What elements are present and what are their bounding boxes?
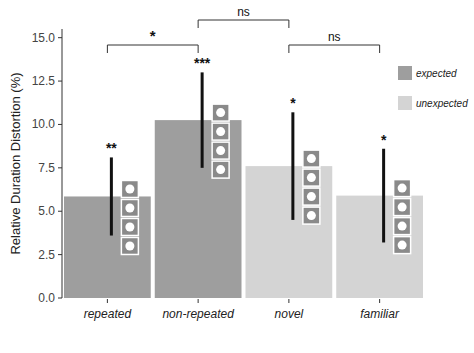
comparison-bracket: * <box>107 27 198 53</box>
significance-label: ** <box>106 140 117 156</box>
x-tick <box>379 299 380 303</box>
icon-dot <box>398 203 407 212</box>
y-tick-label: 15.0 <box>32 31 56 45</box>
y-tick <box>58 254 62 255</box>
icon-square <box>212 123 229 140</box>
sequence-icon <box>394 180 411 254</box>
x-tick-label: non-repeated <box>162 307 234 321</box>
y-tick-label: 7.5 <box>38 161 55 175</box>
icon-square <box>121 218 138 235</box>
icon-square <box>212 161 229 178</box>
comparison-label: * <box>150 27 156 44</box>
y-tick-label: 5.0 <box>38 204 55 218</box>
legend-swatch <box>398 96 412 110</box>
icon-square <box>303 169 320 186</box>
icon-dot <box>125 222 134 231</box>
y-tick-label: 10.0 <box>32 117 56 131</box>
icon-square <box>394 199 411 216</box>
bracket-line <box>289 45 380 53</box>
icon-square <box>303 207 320 224</box>
error-bar <box>201 72 204 167</box>
y-axis-line <box>62 29 63 298</box>
icon-dot <box>125 203 134 212</box>
bar <box>155 120 242 298</box>
comparison-label: ns <box>237 5 250 19</box>
legend-label: unexpected <box>416 98 468 109</box>
icon-square <box>394 180 411 197</box>
comparison-label: ns <box>328 30 341 44</box>
y-tick-label: 12.5 <box>32 74 56 88</box>
y-tick <box>58 211 62 212</box>
sequence-icon <box>303 150 320 224</box>
icon-square <box>212 104 229 121</box>
icon-square <box>303 150 320 167</box>
icon-dot <box>398 241 407 250</box>
icon-dot <box>216 127 225 136</box>
bar <box>64 196 151 298</box>
significance-label: *** <box>194 55 211 71</box>
icon-square <box>121 180 138 197</box>
icon-square <box>121 237 138 254</box>
bar <box>246 166 333 298</box>
y-tick <box>58 167 62 168</box>
icon-square <box>303 188 320 205</box>
chart: 0.0 2.5 5.0 7.5 10.0 12.5 15.0 Relative Duratio… <box>0 0 474 353</box>
icon-square <box>394 237 411 254</box>
icon-dot <box>307 192 316 201</box>
y-tick <box>58 124 62 125</box>
x-tick-label: repeated <box>84 307 132 321</box>
x-tick <box>107 299 108 303</box>
x-axis: repeated non-repeated novel familiar <box>84 299 400 321</box>
icon-square <box>121 199 138 216</box>
significance-label: * <box>381 132 387 148</box>
y-tick <box>58 81 62 82</box>
error-bar <box>382 149 385 243</box>
icon-dot <box>125 184 134 193</box>
icon-dot <box>307 173 316 182</box>
sequence-icon <box>212 104 229 178</box>
icon-square <box>212 142 229 159</box>
legend-swatch <box>398 66 412 80</box>
x-tick <box>288 299 289 303</box>
bracket-line <box>198 20 289 28</box>
error-bar <box>110 157 113 235</box>
x-tick-label: novel <box>275 307 304 321</box>
plot-area <box>64 72 423 298</box>
icon-dot <box>216 146 225 155</box>
bracket-line <box>107 45 198 53</box>
y-tick <box>58 298 62 299</box>
significance-label: * <box>290 95 296 111</box>
y-axis: 0.0 2.5 5.0 7.5 10.0 12.5 15.0 <box>32 29 62 305</box>
sequence-icon <box>121 180 138 254</box>
legend-label: expected <box>416 68 457 79</box>
error-bar <box>291 112 294 220</box>
legend: expected unexpected <box>398 66 468 110</box>
comparison-bracket: ns <box>289 30 380 53</box>
icon-dot <box>398 184 407 193</box>
x-tick-label: familiar <box>360 307 400 321</box>
icon-dot <box>216 165 225 174</box>
bar <box>336 196 423 298</box>
y-tick <box>58 37 62 38</box>
icon-dot <box>398 222 407 231</box>
x-tick <box>198 299 199 303</box>
y-tick-label: 2.5 <box>38 248 55 262</box>
icon-dot <box>307 154 316 163</box>
icon-dot <box>125 241 134 250</box>
comparison-bracket: ns <box>198 5 289 28</box>
y-axis-title: Relative Duration Distortion (%) <box>8 72 23 254</box>
icon-square <box>394 218 411 235</box>
icon-dot <box>307 211 316 220</box>
y-tick-label: 0.0 <box>38 291 55 305</box>
icon-dot <box>216 108 225 117</box>
